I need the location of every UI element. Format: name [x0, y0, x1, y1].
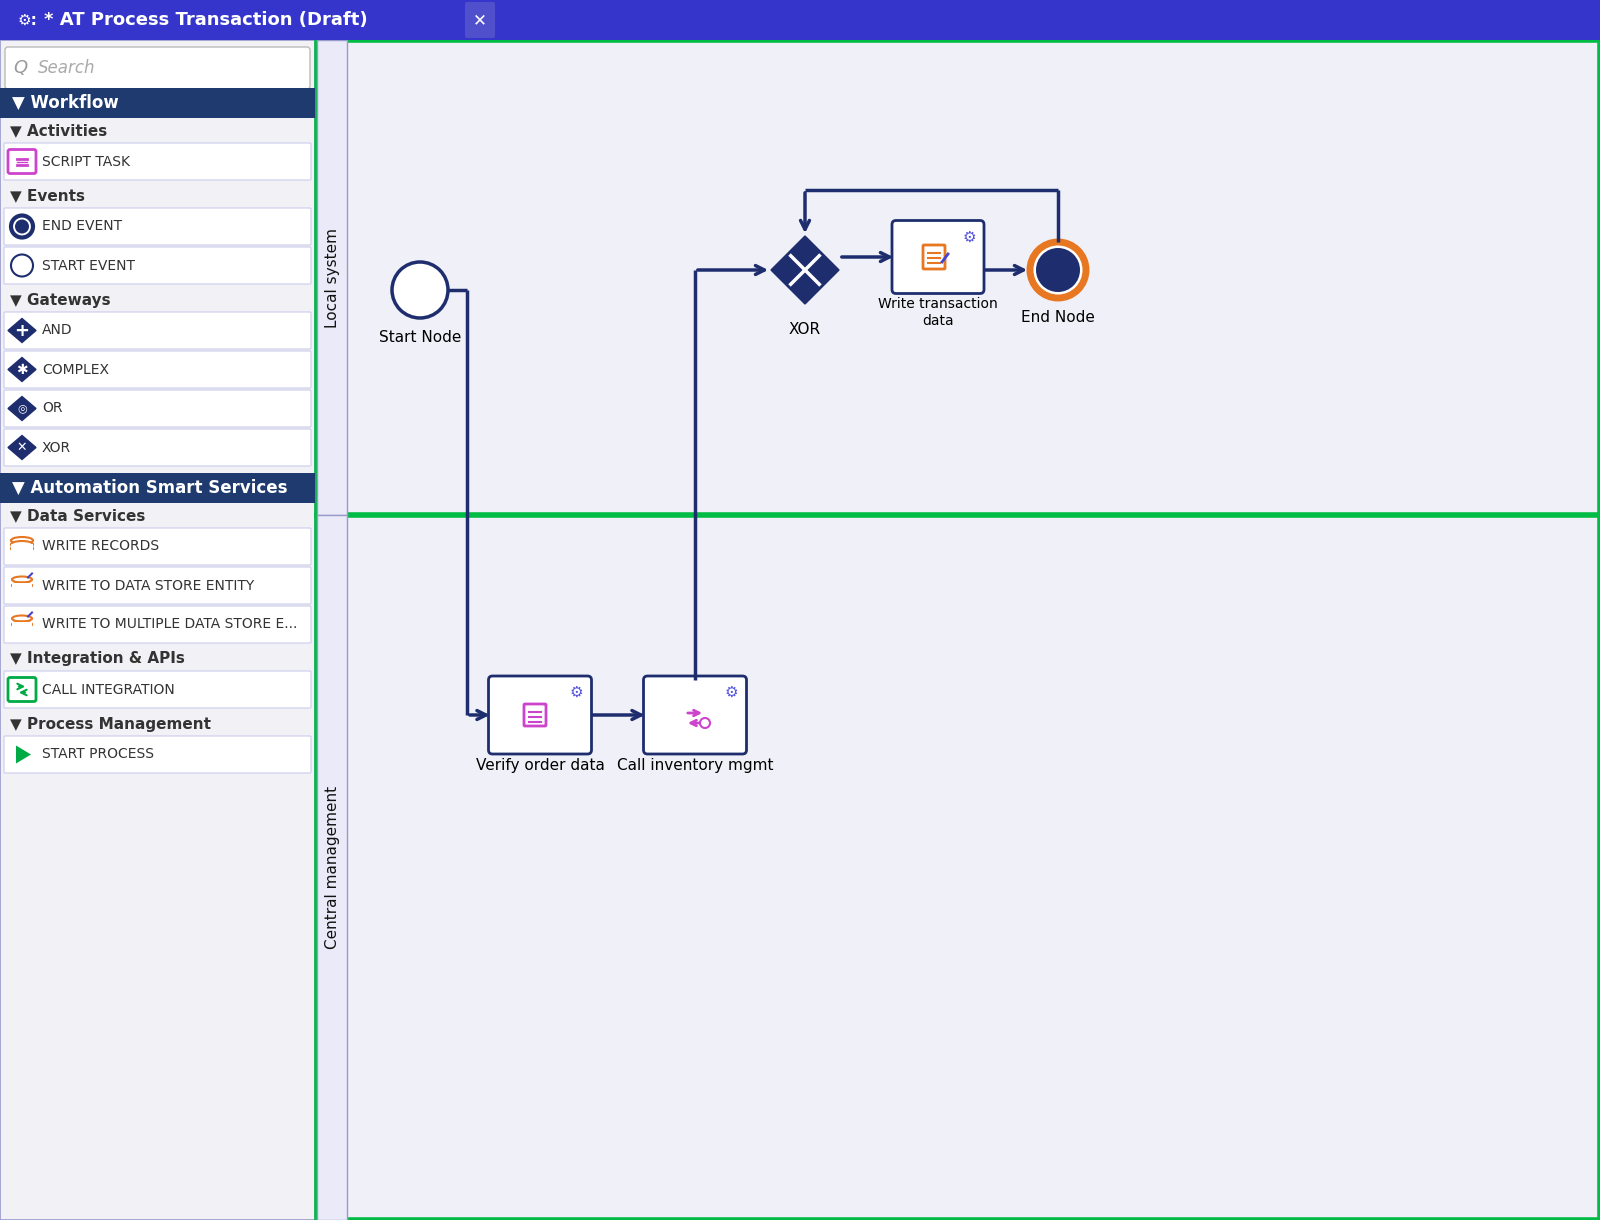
Text: COMPLEX: COMPLEX [42, 362, 109, 377]
Text: ✕: ✕ [16, 440, 27, 454]
Text: Local system: Local system [325, 227, 339, 327]
Polygon shape [8, 396, 35, 421]
Text: ⚙: ⚙ [725, 684, 739, 700]
FancyBboxPatch shape [11, 543, 34, 553]
Circle shape [1037, 248, 1080, 292]
Text: ◎: ◎ [18, 404, 27, 414]
Circle shape [11, 255, 34, 277]
Circle shape [1030, 242, 1086, 298]
FancyBboxPatch shape [0, 40, 315, 1220]
FancyBboxPatch shape [3, 312, 310, 349]
FancyBboxPatch shape [5, 48, 310, 89]
Text: WRITE TO MULTIPLE DATA STORE E...: WRITE TO MULTIPLE DATA STORE E... [42, 617, 298, 632]
FancyBboxPatch shape [3, 207, 310, 245]
Text: ▼ Process Management: ▼ Process Management [10, 716, 211, 732]
Text: +: + [14, 322, 29, 339]
FancyBboxPatch shape [643, 676, 747, 754]
Text: ▼ Data Services: ▼ Data Services [10, 509, 146, 523]
Text: ▼ Gateways: ▼ Gateways [10, 293, 110, 307]
FancyBboxPatch shape [3, 736, 310, 773]
Circle shape [701, 719, 710, 728]
Circle shape [14, 220, 29, 233]
Ellipse shape [13, 582, 32, 588]
Ellipse shape [13, 616, 32, 621]
FancyBboxPatch shape [923, 245, 946, 268]
Polygon shape [771, 235, 838, 304]
FancyBboxPatch shape [317, 515, 347, 1220]
Text: ✱: ✱ [16, 362, 27, 377]
Text: Central management: Central management [325, 786, 339, 949]
Text: ▼ Automation Smart Services: ▼ Automation Smart Services [13, 479, 288, 497]
Text: WRITE TO DATA STORE ENTITY: WRITE TO DATA STORE ENTITY [42, 578, 254, 593]
Text: Q: Q [13, 59, 27, 77]
Ellipse shape [11, 540, 34, 548]
Text: End Node: End Node [1021, 310, 1094, 325]
Text: END EVENT: END EVENT [42, 220, 122, 233]
FancyBboxPatch shape [317, 515, 1600, 1220]
Text: OR: OR [42, 401, 62, 416]
FancyBboxPatch shape [3, 246, 310, 284]
Text: * AT Process Transaction (Draft): * AT Process Transaction (Draft) [45, 11, 368, 29]
Circle shape [11, 216, 34, 238]
Text: AND: AND [42, 323, 72, 338]
FancyBboxPatch shape [893, 221, 984, 294]
FancyBboxPatch shape [13, 582, 32, 592]
Text: XOR: XOR [42, 440, 70, 455]
Text: Write transaction
data: Write transaction data [878, 298, 998, 328]
FancyBboxPatch shape [525, 704, 546, 726]
FancyBboxPatch shape [488, 676, 592, 754]
Text: ▼ Events: ▼ Events [10, 189, 85, 204]
Ellipse shape [11, 545, 34, 551]
FancyBboxPatch shape [466, 2, 494, 38]
Ellipse shape [13, 621, 32, 627]
Text: ⚙:: ⚙: [18, 12, 38, 28]
FancyBboxPatch shape [317, 40, 347, 515]
Text: ⚙: ⚙ [570, 684, 584, 700]
Text: Call inventory mgmt: Call inventory mgmt [616, 758, 773, 773]
FancyBboxPatch shape [3, 528, 310, 565]
FancyBboxPatch shape [3, 143, 310, 181]
Text: ▼ Workflow: ▼ Workflow [13, 94, 118, 112]
Text: SCRIPT TASK: SCRIPT TASK [42, 155, 130, 168]
FancyBboxPatch shape [3, 351, 310, 388]
FancyBboxPatch shape [13, 621, 32, 631]
FancyBboxPatch shape [3, 671, 310, 708]
FancyBboxPatch shape [3, 429, 310, 466]
Text: START PROCESS: START PROCESS [42, 748, 154, 761]
FancyBboxPatch shape [0, 88, 315, 118]
Text: Start Node: Start Node [379, 329, 461, 345]
Text: CALL INTEGRATION: CALL INTEGRATION [42, 682, 174, 697]
FancyBboxPatch shape [0, 473, 315, 503]
FancyBboxPatch shape [3, 606, 310, 643]
FancyBboxPatch shape [8, 677, 35, 701]
Text: START EVENT: START EVENT [42, 259, 134, 272]
FancyBboxPatch shape [317, 40, 1600, 515]
FancyBboxPatch shape [3, 567, 310, 604]
Text: ✕: ✕ [474, 11, 486, 29]
Ellipse shape [11, 537, 34, 544]
Text: WRITE RECORDS: WRITE RECORDS [42, 539, 158, 554]
Circle shape [392, 262, 448, 318]
Ellipse shape [13, 577, 32, 582]
Text: Verify order data: Verify order data [475, 758, 605, 773]
Polygon shape [8, 436, 35, 460]
Polygon shape [8, 357, 35, 382]
FancyBboxPatch shape [8, 150, 35, 173]
Text: ⚙: ⚙ [962, 229, 976, 244]
FancyBboxPatch shape [0, 0, 1600, 40]
Text: ▼ Activities: ▼ Activities [10, 123, 107, 139]
Text: ▼ Integration & APIs: ▼ Integration & APIs [10, 651, 186, 666]
Text: XOR: XOR [789, 322, 821, 337]
Text: Search: Search [38, 59, 96, 77]
FancyBboxPatch shape [3, 390, 310, 427]
Polygon shape [8, 318, 35, 343]
Polygon shape [16, 745, 30, 764]
